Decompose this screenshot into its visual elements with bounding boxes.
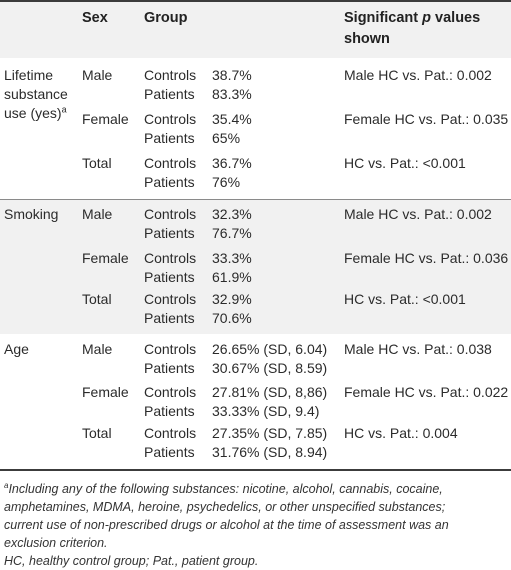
group-cell: Controls bbox=[144, 291, 197, 307]
p-value-cell: Male HC vs. Pat.: 0.002 bbox=[344, 206, 492, 222]
group-cell: Controls bbox=[144, 206, 197, 222]
value-cell: 32.3% bbox=[212, 206, 252, 222]
footnote-line: current use of non-prescribed drugs or a… bbox=[4, 518, 449, 532]
group-cell: Patients bbox=[144, 403, 195, 419]
group-cell: Patients bbox=[144, 269, 195, 285]
value-cell: 61.9% bbox=[212, 269, 252, 285]
sex-cell: Female bbox=[82, 111, 129, 127]
footnote-marker: a bbox=[4, 480, 9, 490]
sex-cell: Total bbox=[82, 425, 112, 441]
footnote-line: exclusion criterion. bbox=[4, 536, 108, 550]
group-cell: Controls bbox=[144, 250, 197, 266]
header-significant-line2: shown bbox=[344, 31, 390, 47]
sex-cell: Male bbox=[82, 67, 113, 83]
value-cell: 76.7% bbox=[212, 225, 252, 241]
value-cell: 31.76% (SD, 8.94) bbox=[212, 444, 328, 460]
header-significant: Significant p values bbox=[344, 10, 481, 26]
group-cell: Patients bbox=[144, 225, 195, 241]
group-band-age bbox=[0, 334, 511, 469]
footnote-marker: a bbox=[61, 104, 67, 115]
value-cell: 27.35% (SD, 7.85) bbox=[212, 425, 328, 441]
variable-label: use (yes)a bbox=[4, 104, 67, 121]
p-value-cell: HC vs. Pat.: 0.004 bbox=[344, 425, 458, 441]
p-value-cell: Male HC vs. Pat.: 0.002 bbox=[344, 67, 492, 83]
value-cell: 36.7% bbox=[212, 155, 252, 171]
group-cell: Patients bbox=[144, 444, 195, 460]
group-cell: Controls bbox=[144, 341, 197, 357]
variable-label: Age bbox=[4, 341, 29, 357]
group-cell: Patients bbox=[144, 310, 195, 326]
group-cell: Patients bbox=[144, 174, 195, 190]
variable-label: substance bbox=[4, 86, 68, 102]
group-cell: Patients bbox=[144, 86, 195, 102]
table-footnotes: aIncluding any of the following substanc… bbox=[4, 480, 507, 570]
group-cell: Controls bbox=[144, 425, 197, 441]
p-value-cell: Female HC vs. Pat.: 0.022 bbox=[344, 384, 509, 400]
value-cell: 30.67% (SD, 8.59) bbox=[212, 360, 328, 376]
sex-cell: Female bbox=[82, 384, 129, 400]
value-cell: 32.9% bbox=[212, 291, 252, 307]
header-band bbox=[0, 0, 511, 61]
variable-label: Smoking bbox=[4, 206, 59, 222]
sex-cell: Female bbox=[82, 250, 129, 266]
header-group: Group bbox=[144, 10, 188, 26]
footnote-line: aIncluding any of the following substanc… bbox=[4, 480, 443, 496]
sex-cell: Male bbox=[82, 341, 113, 357]
sex-cell: Male bbox=[82, 206, 113, 222]
sex-cell: Total bbox=[82, 291, 112, 307]
value-cell: 65% bbox=[212, 130, 241, 146]
value-cell: 83.3% bbox=[212, 86, 252, 102]
header-sex: Sex bbox=[82, 10, 108, 26]
p-value-cell: Male HC vs. Pat.: 0.038 bbox=[344, 341, 492, 357]
value-cell: 70.6% bbox=[212, 310, 252, 326]
value-cell: 26.65% (SD, 6.04) bbox=[212, 341, 328, 357]
group-cell: Controls bbox=[144, 155, 197, 171]
value-cell: 38.7% bbox=[212, 67, 252, 83]
p-value-cell: HC vs. Pat.: <0.001 bbox=[344, 291, 466, 307]
group-cell: Controls bbox=[144, 67, 197, 83]
value-cell: 33.3% bbox=[212, 250, 252, 266]
group-cell: Controls bbox=[144, 111, 197, 127]
value-cell: 27.81% (SD, 8,86) bbox=[212, 384, 328, 400]
p-value-cell: HC vs. Pat.: <0.001 bbox=[344, 155, 466, 171]
p-value-cell: Female HC vs. Pat.: 0.035 bbox=[344, 111, 509, 127]
value-cell: 76% bbox=[212, 174, 241, 190]
group-cell: Controls bbox=[144, 384, 197, 400]
sex-cell: Total bbox=[82, 155, 112, 171]
table-bottom-rule bbox=[0, 469, 511, 471]
value-cell: 35.4% bbox=[212, 111, 252, 127]
abbreviation-note: HC, healthy control group; Pat., patient… bbox=[4, 554, 259, 568]
group-band-substance bbox=[0, 58, 511, 199]
footnote-line: amphetamines, MDMA, heroine, psychedelic… bbox=[4, 500, 446, 514]
p-value-cell: Female HC vs. Pat.: 0.036 bbox=[344, 250, 509, 266]
variable-label: Lifetime bbox=[4, 67, 54, 83]
group-cell: Patients bbox=[144, 130, 195, 146]
value-cell: 33.33% (SD, 9.4) bbox=[212, 403, 320, 419]
group-cell: Patients bbox=[144, 360, 195, 376]
